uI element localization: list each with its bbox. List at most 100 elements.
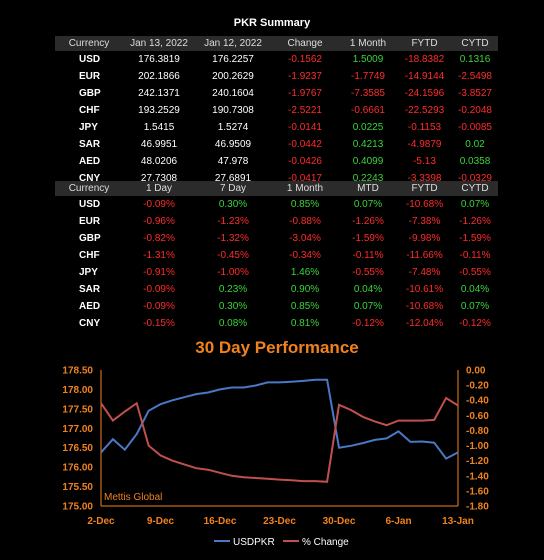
table-cell: -1.26% — [352, 216, 384, 227]
table-cell: 1.5415 — [143, 122, 175, 133]
table-cell: 0.23% — [218, 284, 248, 295]
table-row: CHF -1.31% -0.45% -0.34% -0.11% -11.66% -0.11% — [55, 247, 498, 264]
series-line-pct-change — [100, 396, 459, 483]
table-row: CNY 27.7308 27.6891 -0.0417 0.2243 -3.3398 -0.… — [55, 170, 498, 187]
table-cell: -0.0329 — [458, 173, 492, 184]
table-cell: -1.26% — [459, 216, 491, 227]
table-cell: -0.88% — [289, 216, 321, 227]
table-cell: -0.11% — [352, 250, 384, 261]
table-cell: -1.00% — [217, 267, 249, 278]
table-row: USD -0.09% 0.30% 0.85% 0.07% -10.68% 0.07% — [55, 196, 498, 213]
x-tick-label: 2-Dec — [87, 516, 115, 527]
table-cell: GBP — [79, 88, 101, 99]
table-cell: -0.6661 — [351, 105, 385, 116]
table-cell: EUR — [79, 216, 101, 227]
table-cell: -0.45% — [217, 250, 249, 261]
table-cell: AED — [79, 156, 101, 167]
table-row: SAR -0.09% 0.23% 0.90% 0.04% -10.61% 0.04% — [55, 281, 498, 298]
table-row: CNY -0.15% 0.08% 0.81% -0.12% -12.04% -0.12% — [55, 315, 498, 332]
table-cell: 0.85% — [290, 301, 320, 312]
table-cell: CHF — [79, 105, 100, 116]
table-cell: -1.23% — [217, 216, 249, 227]
table-row: USD 176.3819 176.2257 -0.1562 1.5009 -18.8382… — [55, 51, 498, 68]
table-cell: -0.0442 — [288, 139, 322, 150]
table-row: EUR 202.1866 200.2629 -1.9237 -1.7749 -14.914… — [55, 68, 498, 85]
table-cell: -0.82% — [143, 233, 175, 244]
table-cell: -0.55% — [459, 267, 491, 278]
column-header: 7 Day — [195, 181, 271, 196]
legend-label-usdpkr: USDPKR — [233, 537, 275, 548]
table-cell: 0.2243 — [352, 173, 384, 184]
column-header: MTD — [339, 181, 397, 196]
chart-title: 30 Day Performance — [195, 338, 358, 357]
table-cell: EUR — [79, 71, 101, 82]
table-cell: USD — [79, 54, 101, 65]
table-cell: 190.7308 — [212, 105, 254, 116]
table-cell: -2.5221 — [288, 105, 322, 116]
table-cell: -7.3585 — [351, 88, 385, 99]
table-cell: 176.3819 — [138, 54, 180, 65]
table-cell: 193.2529 — [138, 105, 180, 116]
left-tick-label: 176.00 — [62, 463, 93, 474]
table-cell: -0.1153 — [407, 122, 442, 133]
right-tick-label: -0.20 — [466, 381, 489, 392]
table-cell: 0.30% — [218, 301, 248, 312]
table-cell: 0.1316 — [459, 54, 491, 65]
left-tick-label: 178.50 — [62, 366, 93, 377]
table-cell: 46.9951 — [140, 139, 178, 150]
table-cell: 0.07% — [353, 301, 383, 312]
column-header: CYTD — [452, 181, 498, 196]
table-cell: 0.81% — [290, 318, 320, 329]
table-cell: -0.55% — [352, 267, 384, 278]
table-cell: 48.0206 — [140, 156, 178, 167]
table-cell: -1.9237 — [288, 71, 322, 82]
table-cell: 240.1604 — [212, 88, 254, 99]
table-cell: -0.0141 — [288, 122, 322, 133]
table-cell: -1.9767 — [288, 88, 322, 99]
table-cell: -10.68% — [405, 199, 444, 210]
table-cell: -12.04% — [405, 318, 444, 329]
table-cell: -0.09% — [143, 199, 175, 210]
left-tick-label: 178.00 — [62, 385, 93, 396]
table-cell: -0.11% — [459, 250, 491, 261]
right-tick-label: 0.00 — [466, 366, 486, 377]
table-cell: -0.34% — [289, 250, 321, 261]
table-cell: 0.04% — [353, 284, 383, 295]
right-tick-label: -0.60 — [466, 411, 489, 422]
table-cell: -3.3398 — [407, 173, 442, 184]
table-cell: GBP — [79, 233, 101, 244]
table-cell: 0.90% — [290, 284, 320, 295]
table-cell: -2.5498 — [458, 71, 492, 82]
table-cell: 1.46% — [290, 267, 320, 278]
table-cell: -1.7749 — [351, 71, 385, 82]
percent-table: Currency 1 Day 7 Day 1 Month MTD FYTD CYTD USD… — [55, 181, 498, 332]
table-cell: -14.9144 — [404, 71, 445, 82]
table-cell: 1.5009 — [352, 54, 384, 65]
x-tick-label: 9-Dec — [147, 516, 175, 527]
table-row: CHF 193.2529 190.7308 -2.5221 -0.6661 -22.529… — [55, 102, 498, 119]
right-tick-label: -0.80 — [466, 426, 489, 437]
table-cell: 0.08% — [218, 318, 248, 329]
table-row: EUR -0.96% -1.23% -0.88% -1.26% -7.38% -1.26% — [55, 213, 498, 230]
table-cell: -3.04% — [289, 233, 321, 244]
table-row: AED -0.09% 0.30% 0.85% 0.07% -10.68% 0.07% — [55, 298, 498, 315]
table-row: AED 48.0206 47.978 -0.0426 0.4099 -5.13 0.0358 — [55, 153, 498, 170]
column-header: Currency — [55, 181, 123, 196]
table-row: JPY -0.91% -1.00% 1.46% -0.55% -7.48% -0.55% — [55, 264, 498, 281]
table-cell: 0.07% — [460, 199, 490, 210]
table-cell: 200.2629 — [212, 71, 254, 82]
x-tick-label: 13-Jan — [442, 516, 474, 527]
table-cell: -18.8382 — [404, 54, 445, 65]
column-header: Currency — [55, 36, 123, 51]
table-cell: 47.978 — [217, 156, 249, 167]
column-header: FYTD — [397, 181, 452, 196]
table-cell: -22.5293 — [404, 105, 445, 116]
table-cell: -11.66% — [406, 250, 443, 261]
table-cell: -3.8527 — [458, 88, 492, 99]
right-tick-label: -0.40 — [466, 396, 489, 407]
table-cell: -0.15% — [143, 318, 175, 329]
table-row: JPY 1.5415 1.5274 -0.0141 0.0225 -0.1153 -0.00… — [55, 119, 498, 136]
table-cell: 0.07% — [353, 199, 383, 210]
table-cell: 0.85% — [290, 199, 320, 210]
x-tick-label: 30-Dec — [323, 516, 356, 527]
